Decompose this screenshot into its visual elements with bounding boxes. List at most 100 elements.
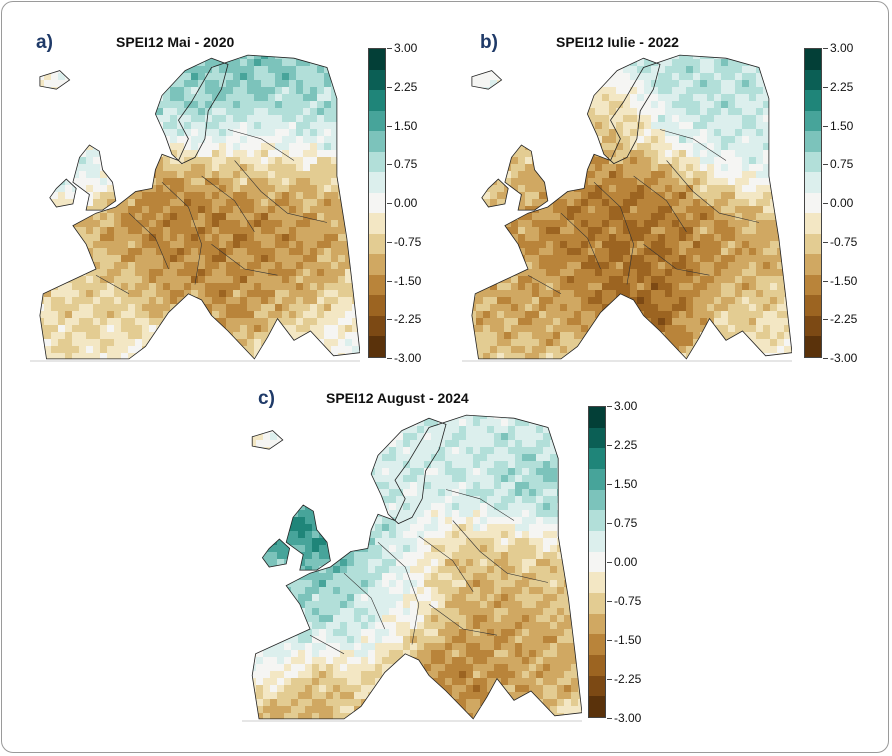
country-border bbox=[666, 160, 760, 223]
colorbar-swatch bbox=[805, 151, 821, 173]
colorbar-swatch bbox=[805, 233, 821, 255]
panel-b-title: SPEI12 Iulie - 2022 bbox=[556, 34, 679, 50]
colorbar-swatch bbox=[369, 110, 385, 132]
country-border bbox=[527, 274, 562, 295]
colorbar-tick-label: -3.00 bbox=[822, 351, 858, 365]
colorbar-swatch bbox=[805, 131, 821, 152]
panel-a: a) SPEI12 Mai - 2020 3.00 2.25 1.50 0.75 0.0… bbox=[30, 30, 430, 370]
country-border bbox=[593, 181, 634, 285]
coastline bbox=[49, 178, 77, 208]
colorbar-swatch bbox=[805, 336, 821, 357]
colorbar-tick-label: 1.50 bbox=[386, 118, 418, 133]
coastline bbox=[39, 70, 71, 90]
coastline bbox=[504, 144, 549, 211]
colorbar-swatch bbox=[805, 274, 821, 296]
colorbar-swatch bbox=[369, 233, 385, 255]
colorbar-tick-label: 3.00 bbox=[386, 41, 418, 55]
colorbar-swatch bbox=[805, 110, 821, 132]
country-border bbox=[633, 175, 687, 232]
colorbar-tick-label: -1.50 bbox=[386, 273, 422, 288]
country-border bbox=[343, 572, 386, 630]
colorbar-tick-label: -2.25 bbox=[822, 312, 858, 327]
coastline bbox=[285, 504, 331, 571]
colorbar-tick-label: 3.00 bbox=[822, 41, 854, 55]
country-border bbox=[560, 212, 601, 270]
colorbar-swatch bbox=[805, 315, 821, 337]
colorbar-tick-label: -0.75 bbox=[822, 234, 858, 249]
panel-c-title: SPEI12 August - 2024 bbox=[326, 390, 469, 406]
colorbar-swatch bbox=[369, 131, 385, 152]
colorbar-swatch bbox=[369, 49, 385, 70]
country-border bbox=[445, 489, 515, 521]
colorbar-swatch bbox=[369, 295, 385, 316]
coastline bbox=[154, 57, 229, 165]
panel-b-label: b) bbox=[480, 32, 498, 53]
colorbar-tick-label: 0.00 bbox=[386, 196, 418, 210]
colorbar-swatch bbox=[805, 69, 821, 91]
colorbar-swatch bbox=[369, 69, 385, 91]
colorbar-swatch bbox=[589, 407, 605, 428]
colorbar-tick-label: 0.75 bbox=[386, 157, 418, 172]
country-border bbox=[659, 129, 727, 161]
colorbar-swatch bbox=[369, 336, 385, 357]
colorbar-swatch bbox=[369, 213, 385, 234]
colorbar-swatch bbox=[589, 572, 605, 593]
panel-a-label: a) bbox=[36, 32, 53, 53]
colorbar-swatch bbox=[589, 654, 605, 676]
colorbar-swatch bbox=[589, 675, 605, 697]
coastline bbox=[370, 417, 447, 525]
country-border bbox=[309, 634, 345, 655]
colorbar-swatch bbox=[369, 172, 385, 193]
coastline bbox=[586, 57, 661, 165]
colorbar-swatch bbox=[589, 696, 605, 717]
colorbar-swatch bbox=[805, 49, 821, 70]
colorbar-tick-label: 0.00 bbox=[822, 196, 854, 210]
spei-raster bbox=[252, 415, 582, 719]
coastline bbox=[72, 144, 117, 211]
coastline bbox=[39, 54, 360, 360]
panel-c: c) SPEI12 August - 2024 3.00 2.25 1.50 0.75… bbox=[242, 388, 682, 728]
panel-a-colorbar bbox=[368, 48, 386, 358]
country-border bbox=[418, 535, 474, 592]
country-border bbox=[234, 160, 328, 223]
coastline bbox=[261, 538, 291, 568]
colorbar-tick-label: 1.50 bbox=[822, 118, 854, 133]
coastline bbox=[471, 54, 792, 360]
colorbar-swatch bbox=[369, 274, 385, 296]
colorbar-swatch bbox=[805, 254, 821, 275]
panel-b-map bbox=[462, 54, 792, 362]
colorbar-swatch bbox=[805, 90, 821, 111]
colorbar-swatch bbox=[805, 172, 821, 193]
colorbar-tick-label: 0.75 bbox=[822, 157, 854, 172]
colorbar-swatch bbox=[589, 468, 605, 490]
colorbar-tick-label: -0.75 bbox=[386, 234, 422, 249]
colorbar-swatch bbox=[589, 634, 605, 655]
colorbar-tick-label: 0.00 bbox=[606, 555, 638, 569]
country-border bbox=[643, 243, 710, 276]
colorbar-tick-label: -2.25 bbox=[606, 672, 642, 686]
colorbar-tick-label: 2.25 bbox=[606, 438, 638, 452]
country-border bbox=[211, 243, 278, 276]
colorbar-tick-label: -0.75 bbox=[606, 594, 642, 608]
colorbar-tick-label: -2.25 bbox=[386, 312, 422, 327]
colorbar-tick-label: 2.25 bbox=[822, 79, 854, 94]
colorbar-tick-label: 0.75 bbox=[606, 516, 638, 530]
coastline bbox=[251, 430, 284, 450]
colorbar-swatch bbox=[805, 295, 821, 316]
coastline bbox=[471, 70, 503, 90]
colorbar-swatch bbox=[589, 448, 605, 469]
coastline bbox=[251, 414, 582, 720]
colorbar-swatch bbox=[589, 530, 605, 552]
spei-raster bbox=[471, 55, 792, 359]
country-border bbox=[201, 175, 255, 232]
country-border bbox=[128, 212, 169, 270]
colorbar-tick-label: -1.50 bbox=[606, 633, 642, 647]
panel-c-colorbar bbox=[588, 406, 606, 718]
colorbar-swatch bbox=[589, 489, 605, 511]
country-border bbox=[227, 129, 295, 161]
panel-a-map bbox=[30, 54, 360, 362]
colorbar-swatch bbox=[805, 192, 821, 214]
colorbar-swatch bbox=[369, 254, 385, 275]
colorbar-tick-label: -3.00 bbox=[606, 711, 642, 725]
